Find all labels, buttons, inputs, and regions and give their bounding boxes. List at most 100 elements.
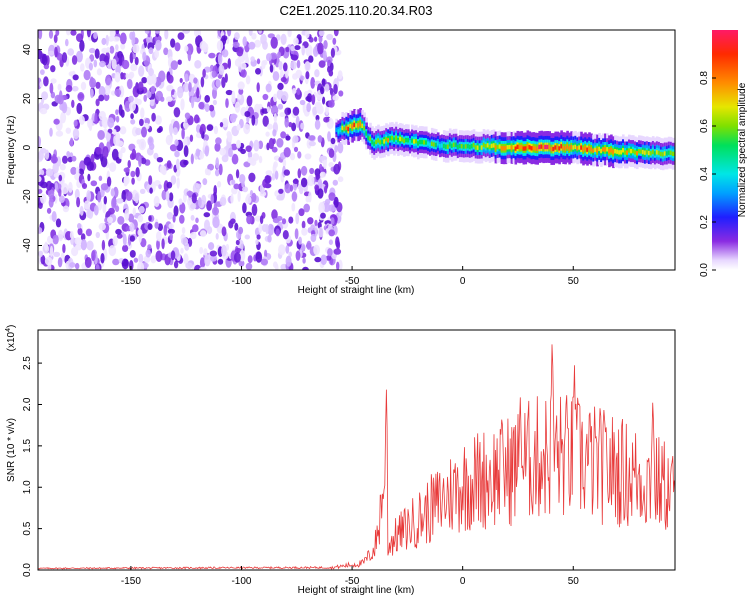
noise-blob [179,202,186,214]
noise-blob [61,101,68,114]
noise-blob [338,90,344,97]
ridge-cell [550,146,553,152]
noise-blob [105,132,111,142]
noise-blob [122,72,127,80]
noise-blob [234,247,242,254]
noise-blob [217,258,224,265]
noise-blob [45,180,53,191]
ridge-cell [335,127,338,132]
noise-blob [293,37,299,46]
noise-blob [177,87,184,99]
noise-blob [305,195,310,203]
noise-blob [142,51,147,61]
noise-blob [318,30,325,37]
noise-blob [272,129,277,137]
noise-blob [288,121,293,128]
ridge-cell [649,151,653,156]
noise-blob [273,113,278,123]
heatmap-ridge [335,108,675,171]
ridge-cell [643,150,647,155]
noise-blob [100,183,109,191]
noise-blob [206,200,213,211]
noise-blob [101,37,107,46]
noise-blob [90,88,94,99]
noise-blob [136,139,141,145]
noise-blob [183,159,189,166]
noise-blob [145,249,151,258]
noise-blob [46,207,52,214]
noise-blob [328,100,335,108]
noise-blob [40,69,45,75]
noise-blob [77,227,83,236]
noise-blob [189,134,194,142]
noise-blob [137,215,144,223]
noise-blob [156,231,162,242]
noise-blob [281,91,289,102]
noise-blob [149,142,155,150]
noise-blob [236,124,241,131]
noise-blob [320,86,325,95]
noise-blob [96,68,102,76]
noise-blob [212,216,220,229]
noise-blob [138,155,142,167]
noise-blob [258,155,263,164]
ridge-cell [405,137,408,143]
noise-blob [282,230,289,240]
noise-blob [88,47,96,54]
ridge-cell [647,150,651,156]
noise-blob [130,119,136,125]
noise-blob [65,38,69,47]
noise-blob [76,102,83,115]
noise-blob [307,217,314,225]
noise-blob [98,175,103,181]
ridge-cell [450,143,454,148]
noise-blob [131,177,135,185]
noise-blob [310,224,316,231]
noise-blob [75,50,83,63]
noise-blob [86,190,91,202]
noise-blob [190,214,195,221]
noise-blob [156,239,160,250]
noise-blob [334,145,338,153]
noise-blob [93,31,98,40]
noise-blob [121,190,127,202]
noise-blob [70,166,77,175]
noise-blob [292,135,299,144]
noise-blob [49,127,53,137]
noise-blob [141,126,147,138]
noise-blob [110,188,115,197]
noise-blob [38,136,41,148]
noise-blob [285,245,290,254]
ridge-cell [554,145,557,150]
ridge-cell [632,148,635,154]
noise-blob [140,107,145,119]
noise-blob [213,202,218,214]
noise-blob [291,122,297,132]
noise-blob [107,117,115,128]
ridge-cell [624,150,627,155]
noise-blob [117,216,125,225]
noise-blob [181,227,186,234]
noise-blob [49,82,54,94]
ridge-cell [640,149,643,154]
noise-blob [206,169,211,176]
noise-blob [131,35,136,46]
noise-blob [238,226,244,235]
noise-blob [164,30,169,40]
noise-blob [304,153,312,160]
noise-blob [130,170,136,178]
noise-blob [188,81,192,93]
noise-blob [111,58,117,70]
ridge-cell [421,139,424,145]
noise-blob [183,137,188,149]
noise-blob [72,128,80,140]
noise-blob [298,236,302,245]
noise-blob [258,103,263,110]
noise-blob [206,124,214,131]
noise-blob [130,113,134,120]
noise-blob [294,45,301,51]
noise-blob [168,223,174,229]
noise-blob [122,233,127,246]
noise-blob [270,105,279,116]
noise-blob [314,36,318,42]
